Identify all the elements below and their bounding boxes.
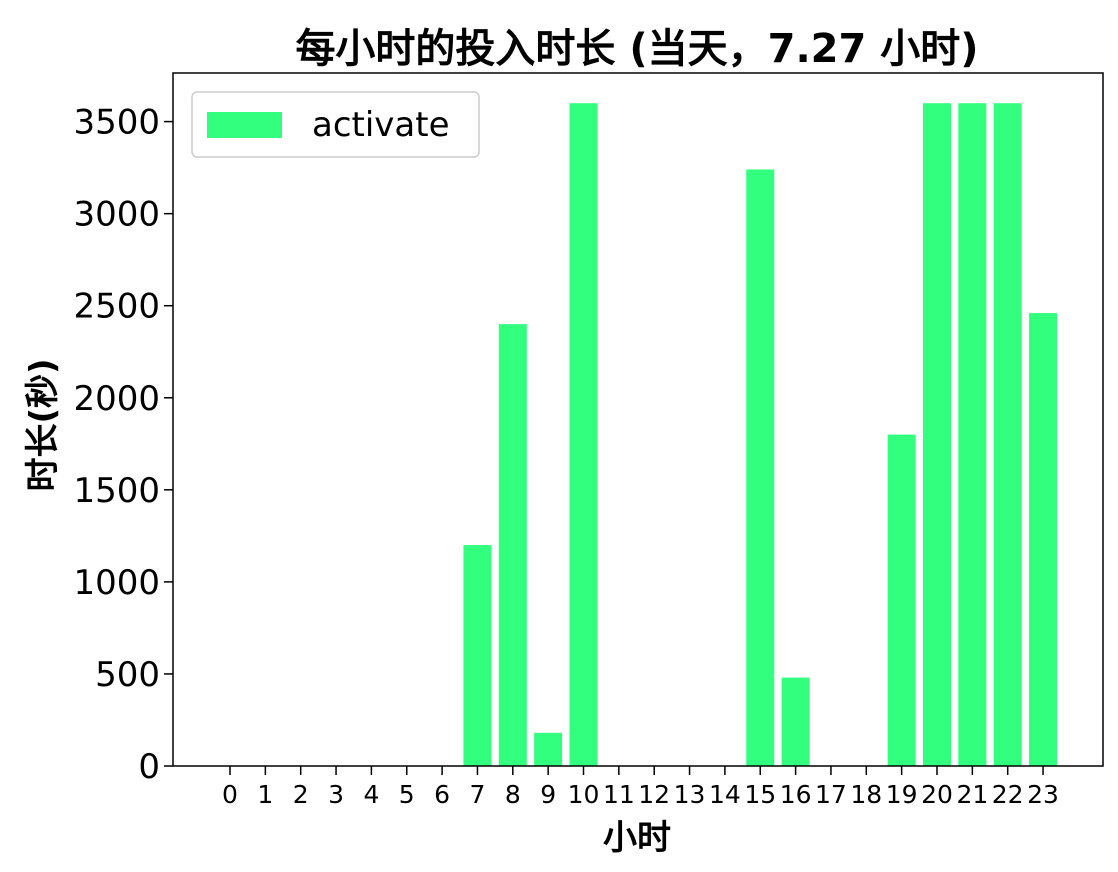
x-tick-label: 14	[709, 780, 741, 809]
x-tick-label: 19	[886, 780, 918, 809]
x-tick-label: 2	[293, 780, 309, 809]
x-tick-label: 20	[921, 780, 953, 809]
legend-box	[191, 91, 480, 158]
bar-hour-15	[746, 169, 775, 766]
bar-hour-7	[463, 545, 492, 766]
y-tick-label: 3000	[73, 195, 160, 235]
x-tick-label: 5	[399, 780, 415, 809]
y-axis-ticks: 0 500 1000 1500 2000 2500 3000 3500	[73, 103, 173, 787]
legend-label: activate	[312, 105, 450, 145]
x-tick-label: 1	[257, 780, 273, 809]
y-tick-label: 2500	[73, 287, 160, 327]
x-tick-label: 21	[956, 780, 988, 809]
y-tick-label: 1500	[73, 471, 160, 511]
bar-hour-20	[923, 103, 951, 767]
x-axis-ticks: 0 1 2 3 4 5 6 7 8 9 10 11 12 13 14 15 16 17 18 19 20 21 22 23	[222, 766, 1059, 809]
x-tick-label: 10	[568, 780, 600, 809]
x-tick-label: 13	[674, 780, 706, 809]
y-tick-label: 500	[95, 655, 160, 695]
x-tick-label: 9	[540, 780, 556, 809]
x-tick-label: 15	[744, 780, 776, 809]
x-tick-label: 3	[328, 780, 344, 809]
y-tick-label: 3500	[73, 103, 160, 143]
y-tick-label: 2000	[73, 379, 160, 419]
x-tick-label: 17	[815, 780, 847, 809]
x-tick-label: 6	[434, 780, 450, 809]
y-tick-label: 1000	[73, 563, 160, 603]
y-tick-label: 0	[138, 747, 160, 787]
x-tick-label: 16	[780, 780, 812, 809]
x-tick-label: 8	[505, 780, 521, 809]
x-tick-label: 0	[222, 780, 238, 809]
chart-title: 每小时的投入时长 (当天，7.27 小时)	[295, 26, 978, 72]
bar-hour-19	[887, 434, 916, 766]
bar-hour-9	[534, 732, 563, 766]
x-axis-label: 小时	[603, 818, 671, 858]
legend: activate	[191, 91, 480, 158]
x-tick-label: 12	[638, 780, 670, 809]
legend-swatch	[207, 112, 282, 138]
x-tick-label: 7	[469, 780, 485, 809]
x-tick-label: 11	[603, 780, 635, 809]
bar-hour-16	[781, 677, 810, 766]
plot-frame	[172, 72, 1104, 767]
y-axis-label: 时长(秒)	[23, 358, 63, 491]
bar-hour-23	[1029, 313, 1058, 766]
x-tick-label: 22	[992, 780, 1024, 809]
bar-hour-21	[958, 103, 987, 767]
bars	[463, 103, 1058, 767]
bar-hour-22	[993, 103, 1022, 767]
x-tick-label: 18	[850, 780, 882, 809]
bar-hour-8	[498, 324, 527, 766]
x-tick-label: 23	[1027, 780, 1059, 809]
bar-hour-10	[569, 103, 598, 767]
x-tick-label: 4	[363, 780, 379, 809]
